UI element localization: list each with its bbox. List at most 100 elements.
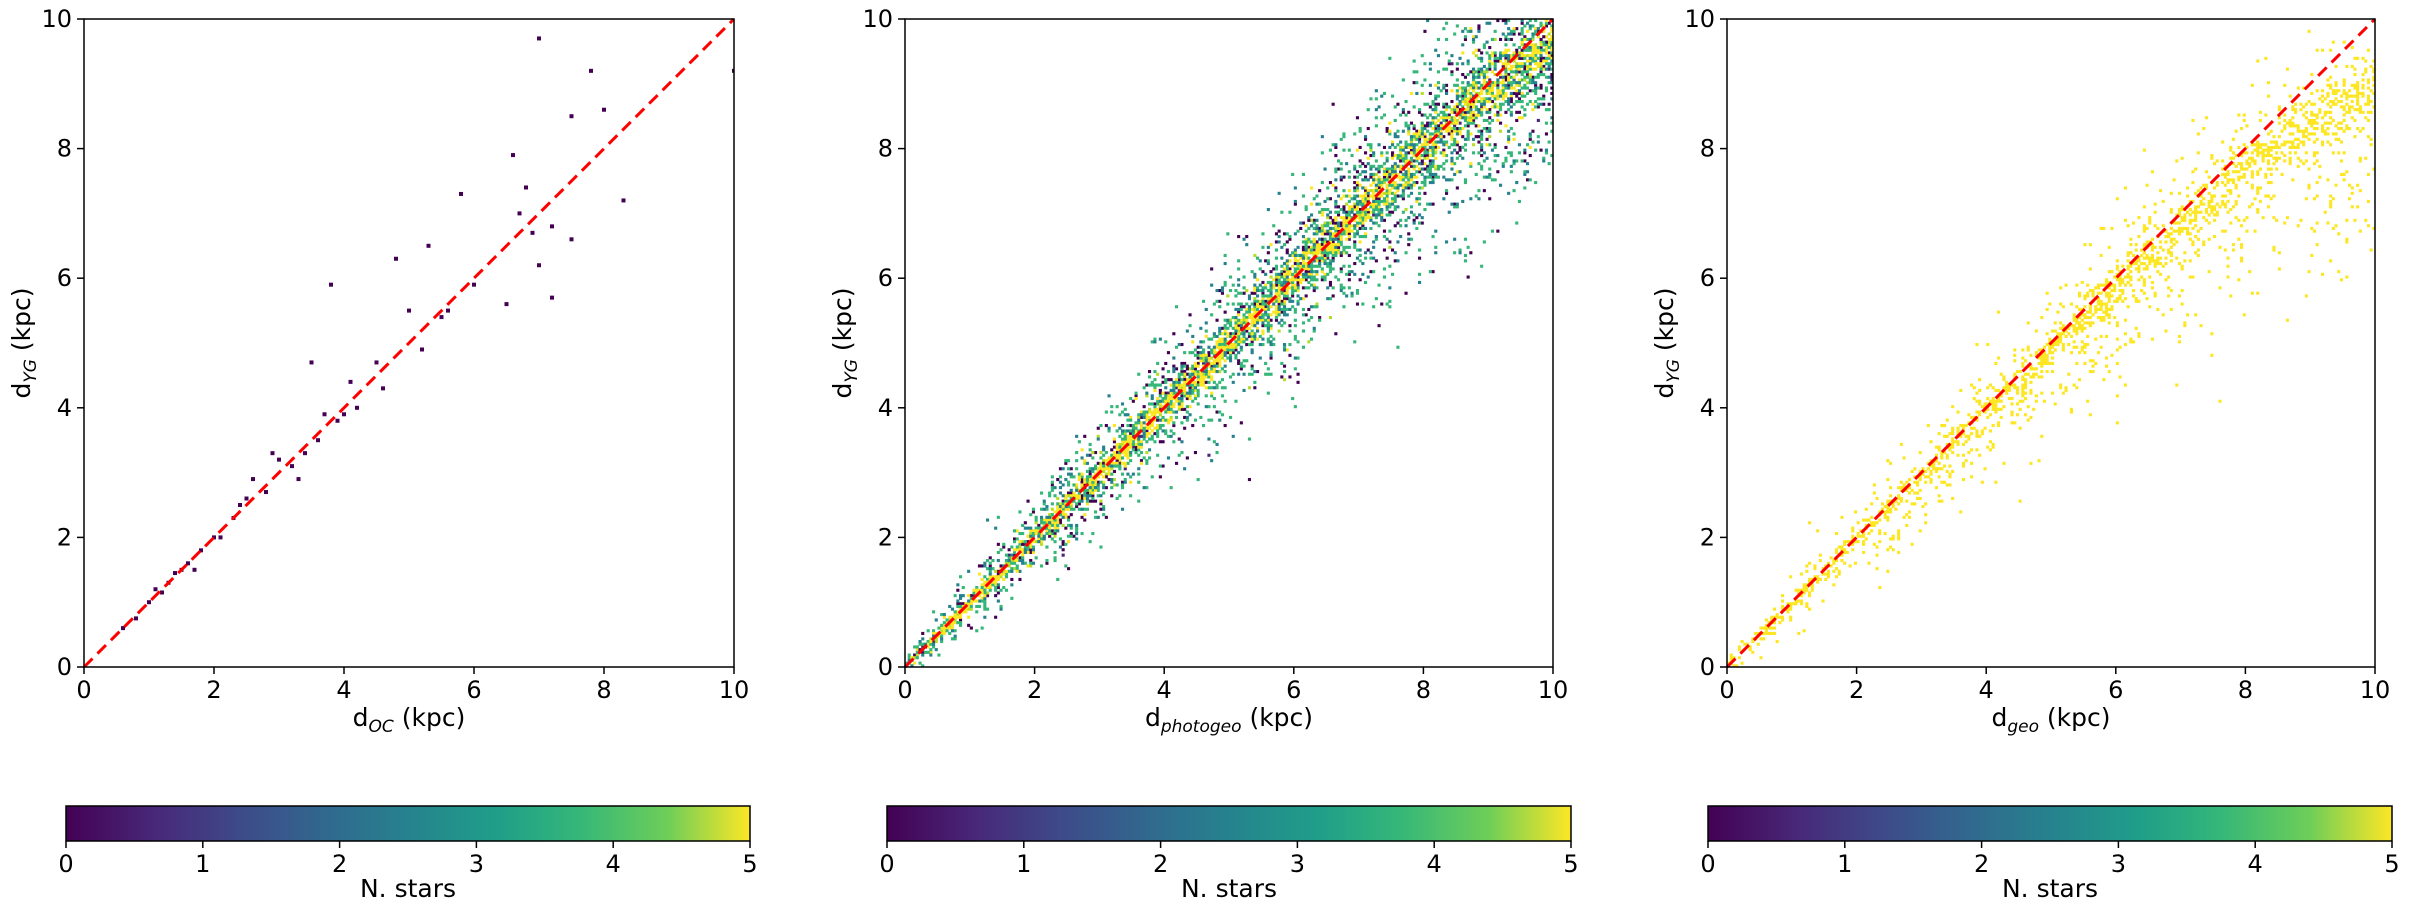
panel-3-bin bbox=[2126, 259, 2130, 263]
panel-2-bin bbox=[1058, 545, 1062, 549]
panel-2-bin bbox=[959, 575, 963, 579]
panel-2-bin bbox=[1447, 59, 1451, 63]
panel-2-bin bbox=[1110, 453, 1114, 457]
panel-3-bin bbox=[2040, 361, 2044, 365]
panel-2-bin bbox=[1177, 372, 1181, 376]
panel-2-bin bbox=[1515, 51, 1519, 55]
panel-2-bin bbox=[1493, 29, 1497, 33]
panel-2-bin bbox=[1490, 105, 1494, 109]
panel-2-bin bbox=[1096, 488, 1100, 492]
panel-2-bin bbox=[1399, 164, 1403, 168]
panel-2-bin bbox=[1207, 372, 1211, 376]
panel-2-bin bbox=[1391, 199, 1395, 203]
panel-2-bin bbox=[980, 591, 984, 595]
panel-2-bin bbox=[1391, 140, 1395, 144]
panel-2-bin bbox=[1223, 351, 1227, 355]
panel-3-bin bbox=[2315, 151, 2319, 155]
panel-2-bin bbox=[1409, 162, 1413, 166]
panel-2-bin bbox=[1391, 164, 1395, 168]
panel-2-bin bbox=[1285, 232, 1289, 236]
panel-2-bin bbox=[1458, 116, 1462, 120]
panel-2-bin bbox=[1426, 167, 1430, 171]
panel-2-bin bbox=[1323, 259, 1327, 263]
panel-2-bin bbox=[1142, 405, 1146, 409]
panel-3-bin bbox=[1929, 480, 1933, 484]
panel-2-bin bbox=[1301, 321, 1305, 325]
panel-2-bin bbox=[1347, 216, 1351, 220]
panel-2-bin bbox=[1474, 48, 1478, 52]
panel-2-bin bbox=[1388, 299, 1392, 303]
panel-2-bin bbox=[1245, 310, 1249, 314]
panel-3-bin bbox=[1778, 621, 1782, 625]
panel-2-bin bbox=[1037, 523, 1041, 527]
panel-2-bin bbox=[1296, 340, 1300, 344]
panel-3-bin bbox=[2002, 375, 2006, 379]
panel-2-bin bbox=[1285, 264, 1289, 268]
panel-3-bin bbox=[1878, 540, 1882, 544]
panel-2-bin bbox=[1472, 121, 1476, 125]
panel-2-bin bbox=[1536, 29, 1540, 33]
panel-2-bin bbox=[1463, 102, 1467, 106]
panel-2-bin bbox=[1283, 283, 1287, 287]
panel-3-bin bbox=[2169, 251, 2173, 255]
panel-2-bin bbox=[1123, 429, 1127, 433]
panel-2-bin bbox=[1328, 148, 1332, 152]
panel-3-bin bbox=[1945, 418, 1949, 422]
panel-2-bin bbox=[1129, 480, 1133, 484]
panel-2-bin bbox=[1466, 83, 1470, 87]
panel-2-bin bbox=[1534, 27, 1538, 31]
panel-2-bin bbox=[1013, 540, 1017, 544]
panel-3-bin bbox=[1970, 426, 1974, 430]
panel-2-bin bbox=[1482, 46, 1486, 50]
panel-1-point bbox=[537, 263, 541, 268]
panel-2-bin bbox=[1361, 262, 1365, 266]
panel-2-bin bbox=[1345, 237, 1349, 241]
panel-3-bin bbox=[1789, 618, 1793, 622]
panel-2-bin bbox=[1064, 542, 1068, 546]
panel-2-bin bbox=[1088, 488, 1092, 492]
panel-2-bin bbox=[1523, 75, 1527, 79]
panel-3-bin bbox=[1856, 532, 1860, 536]
panel-2-bin bbox=[1218, 340, 1222, 344]
panel-2-bin bbox=[1077, 488, 1081, 492]
panel-2-bin bbox=[1442, 83, 1446, 87]
panel-3-bin bbox=[2267, 205, 2271, 209]
panel-2-bin bbox=[1355, 210, 1359, 214]
panel-2-bin bbox=[1085, 478, 1089, 482]
panel-2-bin bbox=[1466, 100, 1470, 104]
panel-2-bin bbox=[1385, 156, 1389, 160]
panel-2-bin bbox=[1026, 545, 1030, 549]
panel-2-bin bbox=[1069, 472, 1073, 476]
panel-2-bin bbox=[1242, 388, 1246, 392]
panel-2-bin bbox=[1418, 197, 1422, 201]
panel-2-bin bbox=[1067, 494, 1071, 498]
panel-3-bin bbox=[1924, 502, 1928, 506]
panel-3-bin bbox=[2315, 121, 2319, 125]
panel-2-bin bbox=[1485, 75, 1489, 79]
panel-3-bin bbox=[2350, 205, 2354, 209]
panel-3-bin bbox=[1886, 507, 1890, 511]
panel-2-bin bbox=[1450, 162, 1454, 166]
panel-2-bin bbox=[1463, 110, 1467, 114]
panel-3-bin bbox=[2086, 283, 2090, 287]
panel-2-bin bbox=[926, 629, 930, 633]
panel-2-bin bbox=[1234, 307, 1238, 311]
panel-2-bin bbox=[1326, 208, 1330, 212]
panel-3-bin bbox=[2310, 73, 2314, 77]
panel-3-bin bbox=[2115, 324, 2119, 328]
panel-2-bin bbox=[1520, 105, 1524, 109]
panel-2-bin bbox=[1328, 280, 1332, 284]
panel-2-bin bbox=[1442, 162, 1446, 166]
panel-2-bin bbox=[1474, 91, 1478, 95]
panel-2-bin bbox=[1480, 102, 1484, 106]
panel-3-bin bbox=[2134, 267, 2138, 271]
panel-2-bin bbox=[1374, 205, 1378, 209]
panel-2-bin bbox=[1237, 359, 1241, 363]
panel-2-bin bbox=[1458, 86, 1462, 90]
panel-2-bin bbox=[1188, 378, 1192, 382]
panel-2-bin bbox=[1277, 329, 1281, 333]
panel-2-bin bbox=[1361, 194, 1365, 198]
panel-2-bin bbox=[1121, 410, 1125, 414]
panel-2-bin bbox=[1096, 515, 1100, 519]
panel-2-bin bbox=[1029, 537, 1033, 541]
